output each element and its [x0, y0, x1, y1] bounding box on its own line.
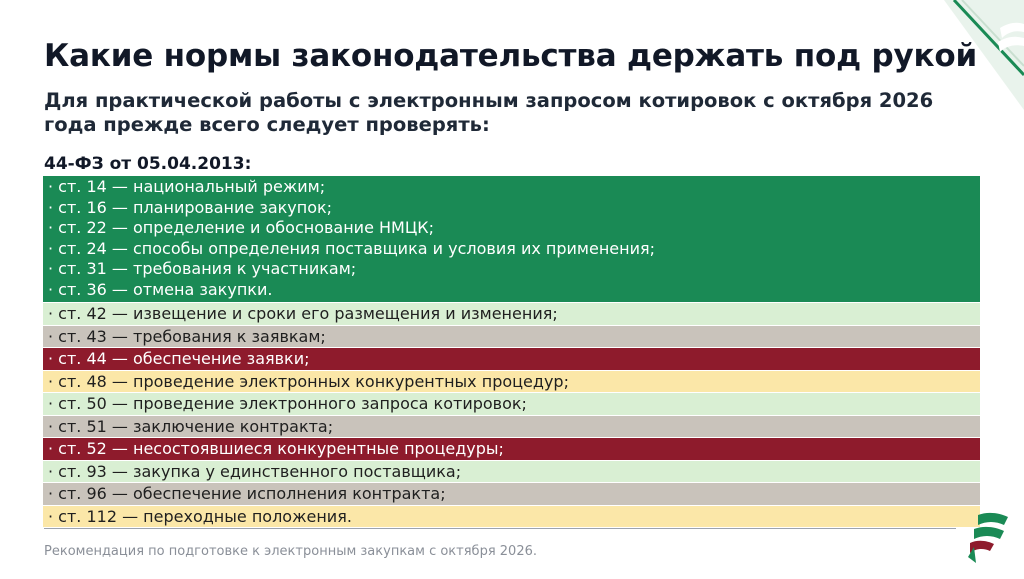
- list-item: · ст. 96 — обеспечение исполнения контра…: [43, 482, 980, 505]
- list-item: · ст. 51 — заключение контракта;: [43, 414, 980, 437]
- list-item: · ст. 93 — закупка у единственного поста…: [43, 459, 980, 482]
- list-item: · ст. 22 — определение и обоснование НМЦ…: [48, 218, 435, 237]
- page-title: Какие нормы законодательства держать под…: [44, 38, 978, 74]
- list-item: · ст. 31 — требования к участникам;: [48, 259, 357, 278]
- articles-table: · ст. 14 — национальный режим; · ст. 16 …: [43, 176, 980, 527]
- list-item: · ст. 16 — планирование закупок;: [48, 197, 333, 217]
- list-item: · ст. 14 — национальный режим;: [48, 177, 326, 196]
- brand-corner-logo-icon: [944, 0, 1024, 110]
- list-item: · ст. 42 — извещение и сроки его размеще…: [43, 302, 980, 325]
- list-item: · ст. 52 — несостоявшиеся конкурентные п…: [43, 437, 980, 460]
- law-heading: 44-ФЗ от 05.04.2013:: [44, 154, 252, 174]
- list-item: · ст. 112 — переходные положения.: [43, 504, 980, 527]
- brand-logo-icon: [968, 512, 1008, 563]
- list-item: · ст. 36 — отмена закупки.: [48, 279, 273, 299]
- list-item: · ст. 24 — способы определения поставщик…: [48, 238, 655, 258]
- list-item: · ст. 48 — проведение электронных конкур…: [43, 369, 980, 392]
- articles-group-general: · ст. 14 — национальный режим; · ст. 16 …: [43, 176, 980, 302]
- list-item: · ст. 44 — обеспечение заявки;: [43, 347, 980, 370]
- footer-note: Рекомендация по подготовке к электронным…: [44, 544, 537, 559]
- list-item: · ст. 43 — требования к заявкам;: [43, 324, 980, 347]
- footer-divider: [44, 528, 956, 529]
- list-item: · ст. 50 — проведение электронного запро…: [43, 392, 980, 415]
- page-subtitle: Для практической работы с электронным за…: [44, 89, 934, 136]
